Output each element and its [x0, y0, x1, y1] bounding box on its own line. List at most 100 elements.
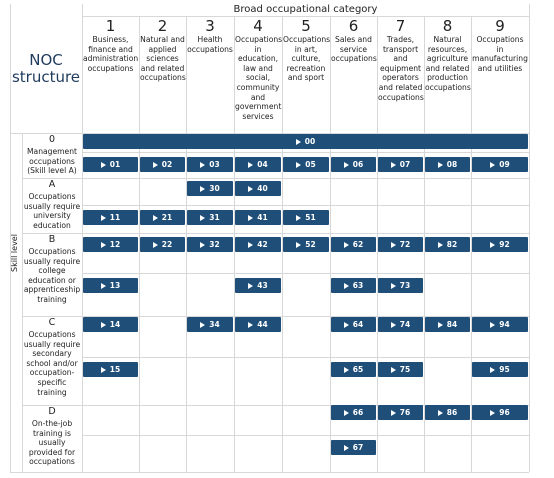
arrow-icon: [390, 161, 396, 168]
code-label: 82: [446, 240, 458, 249]
code-label: 34: [209, 320, 220, 329]
column-divider: [82, 4, 83, 472]
code-label: 65: [352, 365, 364, 374]
column-label: Sales and service occupations: [331, 35, 377, 64]
arrow-icon: [490, 161, 496, 168]
code-label: 74: [399, 320, 411, 329]
arrow-icon: [490, 241, 496, 248]
column-label: Occupations in manufacturing and utiliti…: [472, 35, 528, 73]
column-number: 6: [348, 17, 359, 35]
code-label: 86: [446, 408, 458, 417]
header-title: Broad occupational category: [233, 4, 378, 15]
column-divider: [282, 16, 283, 472]
code-bar: 30: [187, 181, 233, 196]
arrow-icon: [152, 241, 158, 248]
code-bar: 12: [83, 237, 138, 252]
subrow-line: [82, 273, 529, 274]
arrow-icon: [343, 282, 349, 289]
code-label: 84: [446, 320, 458, 329]
skill-divider: [22, 133, 23, 472]
code-bar: 65: [331, 362, 376, 377]
arrow-icon: [390, 241, 396, 248]
code-bar: 76: [378, 405, 423, 420]
column-divider: [330, 16, 331, 472]
code-label: 07: [399, 160, 411, 169]
arrow-icon: [296, 214, 302, 221]
code-bar: 73: [378, 278, 423, 293]
code-label: 22: [161, 240, 173, 249]
group-line: [22, 178, 529, 179]
code-bar: 34: [187, 317, 233, 332]
subrow-line: [82, 357, 529, 358]
arrow-icon: [200, 161, 206, 168]
code-bar: 43: [235, 278, 281, 293]
arrow-icon: [100, 366, 106, 373]
code-bar: 51: [283, 210, 329, 225]
column-number: 4: [253, 17, 263, 35]
outer-left-border: [10, 4, 11, 472]
skill-description: On-the-job training is usually provided …: [28, 419, 76, 467]
column-label: Trades, transport and equipment operator…: [378, 35, 424, 102]
code-label: 03: [209, 160, 220, 169]
code-bar: 95: [472, 362, 528, 377]
arrow-icon: [390, 366, 396, 373]
code-bar: 00: [83, 134, 528, 149]
column-label: Health occupations: [187, 35, 233, 54]
code-bar: 14: [83, 317, 138, 332]
arrow-icon: [295, 138, 301, 145]
skill-code: B: [48, 234, 56, 245]
code-label: 11: [109, 213, 121, 222]
code-label: 02: [161, 160, 173, 169]
column-label: Business, finance and administration occ…: [83, 35, 139, 73]
code-bar: 44: [235, 317, 281, 332]
code-bar: 84: [425, 317, 470, 332]
code-label: 13: [109, 281, 121, 290]
code-label: 41: [257, 213, 268, 222]
code-bar: 01: [83, 157, 138, 172]
arrow-icon: [296, 241, 302, 248]
code-bar: 63: [331, 278, 376, 293]
column-divider: [186, 16, 187, 472]
code-label: 95: [499, 365, 510, 374]
skill-level-label: Skill level: [10, 234, 19, 272]
code-bar: 40: [235, 181, 281, 196]
code-label: 66: [352, 408, 364, 417]
column-number: 5: [301, 17, 311, 35]
arrow-icon: [390, 282, 396, 289]
code-bar: 72: [378, 237, 423, 252]
arrow-icon: [152, 214, 158, 221]
arrow-icon: [343, 444, 349, 451]
code-label: 21: [161, 213, 173, 222]
arrow-icon: [100, 282, 106, 289]
code-bar: 41: [235, 210, 281, 225]
code-bar: 75: [378, 362, 423, 377]
arrow-icon: [343, 161, 349, 168]
column-number: 3: [205, 17, 215, 35]
subrow-line: [82, 152, 529, 153]
code-bar: 22: [140, 237, 185, 252]
code-label: 96: [499, 408, 510, 417]
code-bar: 52: [283, 237, 329, 252]
column-number: 7: [395, 17, 406, 35]
arrow-icon: [390, 409, 396, 416]
skill-code: A: [48, 179, 56, 190]
arrow-icon: [248, 161, 254, 168]
arrow-icon: [490, 409, 496, 416]
skill-description: Occupations usually require secondary sc…: [23, 330, 81, 397]
code-label: 00: [304, 137, 316, 146]
column-divider: [529, 4, 530, 472]
skill-code: C: [48, 317, 56, 328]
column-number: 9: [495, 17, 505, 35]
code-bar: 94: [472, 317, 528, 332]
column-divider: [377, 16, 378, 472]
arrow-icon: [100, 321, 106, 328]
header-line: [82, 16, 529, 17]
arrow-icon: [343, 241, 349, 248]
noc-structure-label: NOC structure: [11, 51, 81, 86]
code-bar: 08: [425, 157, 470, 172]
arrow-icon: [248, 241, 254, 248]
code-label: 31: [209, 213, 220, 222]
code-label: 51: [305, 213, 316, 222]
column-number: 8: [442, 17, 453, 35]
skill-description: Occupations usually require college educ…: [23, 247, 81, 304]
